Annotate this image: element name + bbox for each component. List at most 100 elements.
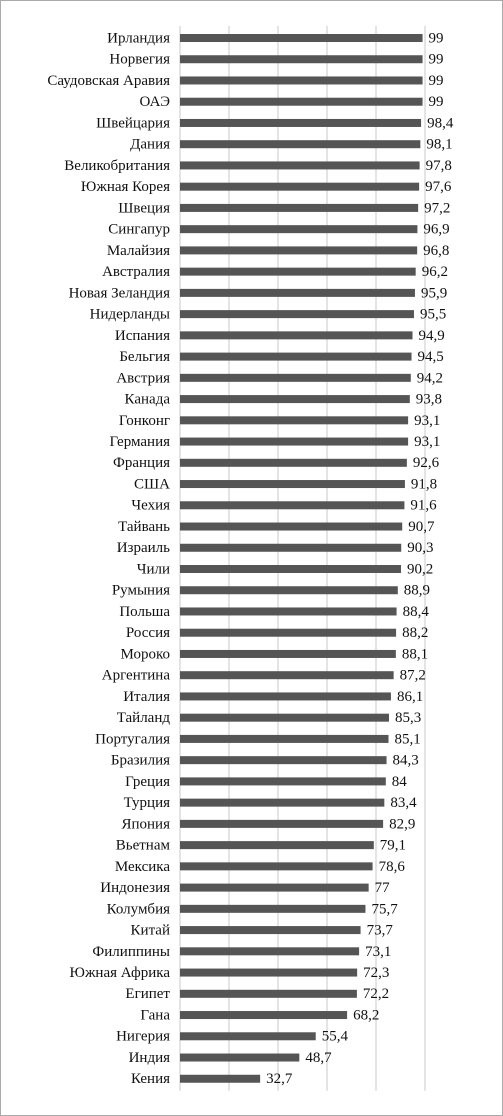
bar xyxy=(180,756,387,765)
category-label: Мексика xyxy=(115,859,170,875)
value-label: 88,1 xyxy=(402,646,428,662)
value-label: 99 xyxy=(429,30,444,46)
category-label: Индонезия xyxy=(100,880,170,896)
category-label: ОАЭ xyxy=(140,94,171,110)
bar xyxy=(180,395,410,404)
category-label: Норвегия xyxy=(109,52,170,68)
category-label: Италия xyxy=(123,689,170,705)
value-label: 91,8 xyxy=(411,476,437,492)
value-label: 96,9 xyxy=(423,222,449,238)
bar xyxy=(180,819,384,828)
bar xyxy=(180,777,386,786)
category-label: Япония xyxy=(122,816,171,832)
bar xyxy=(180,926,361,935)
category-label: Аргентина xyxy=(102,668,171,684)
bar xyxy=(180,904,366,913)
category-label: Канада xyxy=(125,392,171,408)
bar xyxy=(180,586,398,595)
value-label: 32,7 xyxy=(266,1071,293,1087)
value-label: 73,1 xyxy=(365,944,391,960)
bar xyxy=(180,34,423,42)
bar xyxy=(180,1053,300,1062)
value-label: 93,8 xyxy=(416,392,442,408)
bar xyxy=(180,692,391,701)
category-label: Колумбия xyxy=(107,901,170,917)
value-label: 84,3 xyxy=(393,753,419,769)
value-label: 98,4 xyxy=(427,115,454,131)
bar xyxy=(180,501,405,510)
category-label: Польша xyxy=(119,604,170,620)
value-label: 85,3 xyxy=(395,710,421,726)
value-label: 96,8 xyxy=(423,243,449,259)
category-label: Индия xyxy=(129,1050,171,1066)
value-label: 98,1 xyxy=(426,137,452,153)
bar xyxy=(180,947,360,956)
category-label: Малайзия xyxy=(107,243,170,259)
bar xyxy=(180,1032,316,1041)
value-label: 90,7 xyxy=(408,519,435,535)
value-label: 55,4 xyxy=(322,1029,349,1045)
bar xyxy=(180,352,412,361)
value-label: 99 xyxy=(429,94,444,110)
bar xyxy=(180,1011,348,1020)
bar xyxy=(180,713,389,722)
bar xyxy=(180,480,405,489)
category-label: Нигерия xyxy=(116,1029,170,1045)
value-label: 95,5 xyxy=(420,307,446,323)
value-label: 86,1 xyxy=(397,689,423,705)
bar xyxy=(180,310,414,319)
value-label: 82,9 xyxy=(389,816,415,832)
bar xyxy=(180,883,369,892)
bar xyxy=(180,182,420,191)
category-label: Израиль xyxy=(117,540,170,556)
category-label: Россия xyxy=(126,625,170,641)
bar xyxy=(180,628,397,637)
value-label: 48,7 xyxy=(305,1050,332,1066)
category-label: Кения xyxy=(131,1071,170,1087)
value-label: 94,5 xyxy=(418,349,444,365)
bar xyxy=(180,97,423,106)
category-label: Чехия xyxy=(131,498,170,514)
category-label: Великобритания xyxy=(64,158,170,174)
value-label: 72,2 xyxy=(363,986,389,1002)
value-label: 85,1 xyxy=(394,731,420,747)
category-label: Мороко xyxy=(121,646,171,662)
bar xyxy=(180,140,421,149)
bar xyxy=(180,671,394,680)
value-label: 88,9 xyxy=(404,583,430,599)
value-label: 83,4 xyxy=(390,795,417,811)
value-label: 90,3 xyxy=(407,540,433,556)
bar xyxy=(180,416,409,425)
bar xyxy=(180,203,419,212)
bar xyxy=(180,55,423,64)
bar xyxy=(180,565,401,573)
category-label: Бразилия xyxy=(111,753,170,769)
bar xyxy=(180,798,385,807)
bar xyxy=(180,649,396,658)
bar xyxy=(180,288,415,297)
bar xyxy=(180,161,420,170)
category-label: Ирландия xyxy=(107,30,170,46)
category-label: Португалия xyxy=(95,731,170,747)
category-label: Китай xyxy=(131,923,170,939)
value-label: 72,3 xyxy=(363,965,389,981)
bar xyxy=(180,458,407,467)
bar xyxy=(180,373,411,382)
category-label: Румыния xyxy=(112,583,170,599)
value-label: 92,6 xyxy=(413,455,440,471)
value-label: 93,1 xyxy=(414,434,440,450)
value-label: 91,6 xyxy=(410,498,437,514)
category-label: Саудовская Аравия xyxy=(47,73,170,89)
bar xyxy=(180,607,397,616)
category-label: Египет xyxy=(125,986,170,1002)
bar xyxy=(180,118,422,127)
value-label: 99 xyxy=(429,52,444,68)
value-label: 96,2 xyxy=(422,264,448,280)
bar xyxy=(180,1074,261,1083)
bar xyxy=(180,862,373,871)
value-label: 77 xyxy=(375,880,391,896)
value-label: 94,2 xyxy=(417,370,443,386)
category-label: Греция xyxy=(125,774,170,790)
bar xyxy=(180,543,402,552)
